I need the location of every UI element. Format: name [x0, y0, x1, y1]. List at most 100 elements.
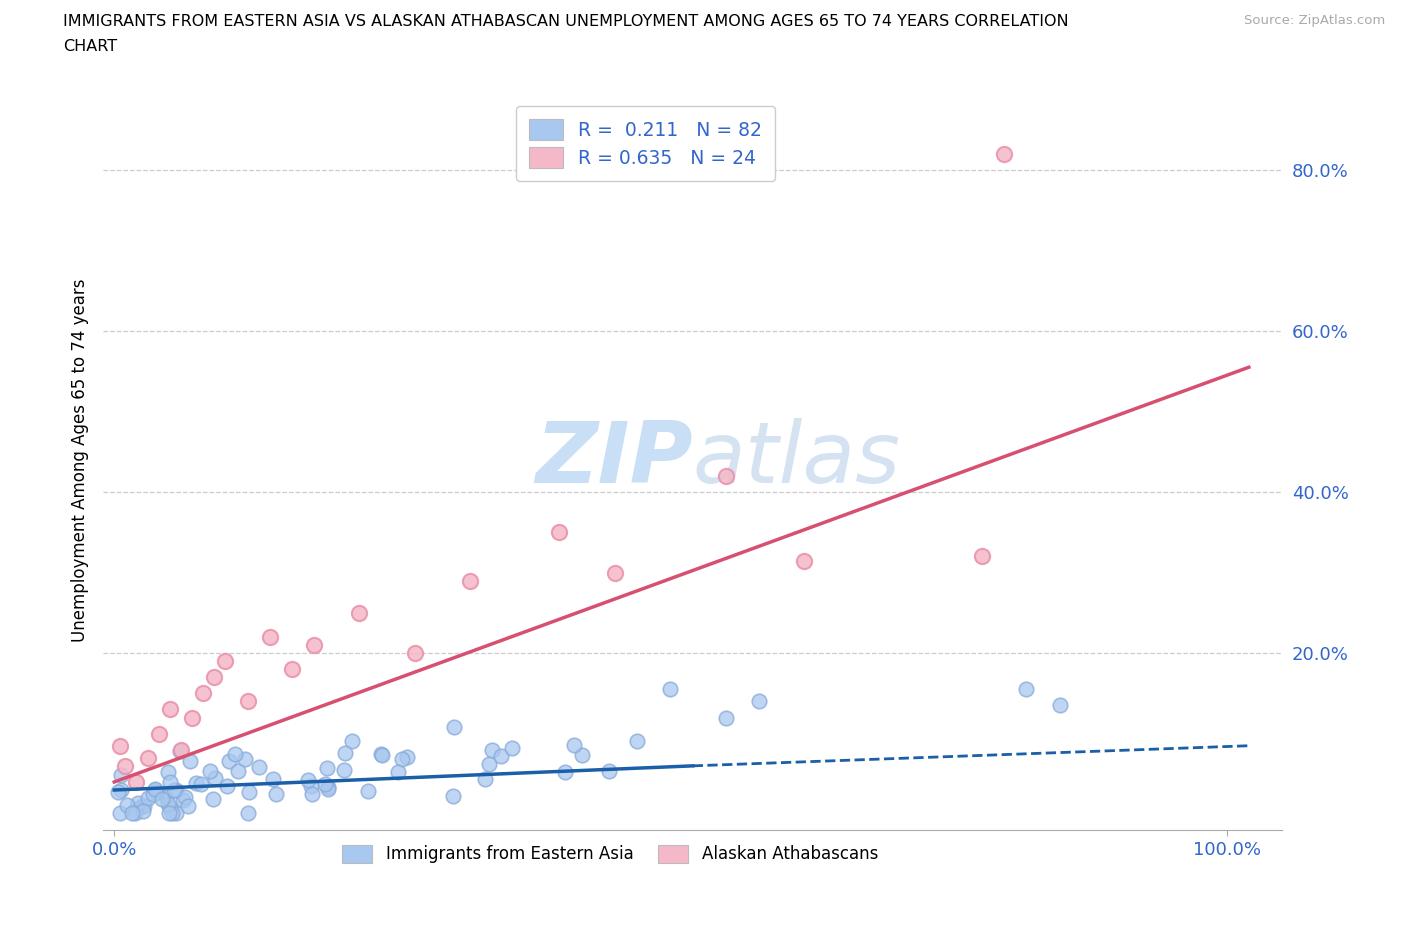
Point [169, 744, 191, 759]
Point [548, 525, 571, 539]
Point [218, 753, 240, 768]
Point [333, 746, 356, 761]
Point [142, 787, 165, 802]
Point [404, 645, 426, 660]
Point [165, 783, 187, 798]
Point [224, 746, 246, 761]
Point [603, 565, 626, 580]
Point [626, 734, 648, 749]
Point [748, 694, 770, 709]
Point [714, 711, 737, 725]
Point [659, 682, 682, 697]
Point [143, 783, 166, 798]
Point [131, 799, 153, 814]
Point [174, 790, 197, 804]
Text: atlas: atlas [693, 418, 901, 501]
Point [124, 802, 146, 817]
Point [184, 776, 207, 790]
Point [458, 573, 481, 588]
Point [156, 797, 179, 812]
Point [259, 630, 281, 644]
Point [179, 753, 201, 768]
Point [132, 804, 155, 818]
Text: CHART: CHART [63, 39, 117, 54]
Point [159, 800, 181, 815]
Point [176, 799, 198, 814]
Point [121, 805, 143, 820]
Point [202, 670, 225, 684]
Point [159, 702, 181, 717]
Point [145, 781, 167, 796]
Point [714, 469, 737, 484]
Point [160, 805, 183, 820]
Point [301, 787, 323, 802]
Point [201, 791, 224, 806]
Point [491, 748, 513, 763]
Point [127, 795, 149, 810]
Point [342, 734, 364, 749]
Point [233, 751, 256, 766]
Point [170, 742, 193, 757]
Point [124, 805, 146, 820]
Point [108, 738, 131, 753]
Point [107, 785, 129, 800]
Point [148, 726, 170, 741]
Point [204, 771, 226, 786]
Point [443, 719, 465, 734]
Point [110, 805, 132, 820]
Point [370, 747, 392, 762]
Point [247, 760, 270, 775]
Point [155, 789, 177, 804]
Point [391, 751, 413, 766]
Point [316, 779, 339, 794]
Text: Source: ZipAtlas.com: Source: ZipAtlas.com [1244, 14, 1385, 27]
Text: IMMIGRANTS FROM EASTERN ASIA VS ALASKAN ATHABASCAN UNEMPLOYMENT AMONG AGES 65 TO: IMMIGRANTS FROM EASTERN ASIA VS ALASKAN … [63, 14, 1069, 29]
Point [110, 783, 132, 798]
Point [110, 767, 132, 782]
Point [316, 781, 339, 796]
Point [314, 777, 336, 791]
Point [145, 785, 167, 800]
Point [136, 790, 159, 805]
Point [481, 742, 503, 757]
Point [598, 764, 620, 778]
Point [262, 772, 284, 787]
Point [793, 553, 815, 568]
Y-axis label: Unemployment Among Ages 65 to 74 years: Unemployment Among Ages 65 to 74 years [72, 278, 89, 642]
Point [198, 764, 221, 778]
Point [193, 686, 215, 701]
Point [1015, 682, 1038, 697]
Point [387, 765, 409, 780]
Point [299, 778, 322, 793]
Point [441, 789, 464, 804]
Point [333, 763, 356, 777]
Point [478, 757, 501, 772]
Point [114, 759, 136, 774]
Point [501, 741, 523, 756]
Point [165, 805, 187, 820]
Point [125, 775, 148, 790]
Point [136, 751, 159, 765]
Point [395, 749, 418, 764]
Point [264, 787, 287, 802]
Point [159, 775, 181, 790]
Point [562, 737, 585, 752]
Point [217, 778, 239, 793]
Point [163, 782, 186, 797]
Point [238, 785, 260, 800]
Text: ZIP: ZIP [536, 418, 693, 501]
Point [172, 793, 194, 808]
Point [993, 146, 1015, 161]
Point [347, 605, 370, 620]
Point [281, 662, 304, 677]
Point [214, 654, 236, 669]
Point [190, 777, 212, 791]
Point [474, 772, 496, 787]
Point [356, 784, 378, 799]
Point [146, 784, 169, 799]
Point [226, 764, 249, 778]
Point [316, 761, 339, 776]
Point [970, 549, 993, 564]
Point [150, 791, 173, 806]
Point [1049, 698, 1071, 713]
